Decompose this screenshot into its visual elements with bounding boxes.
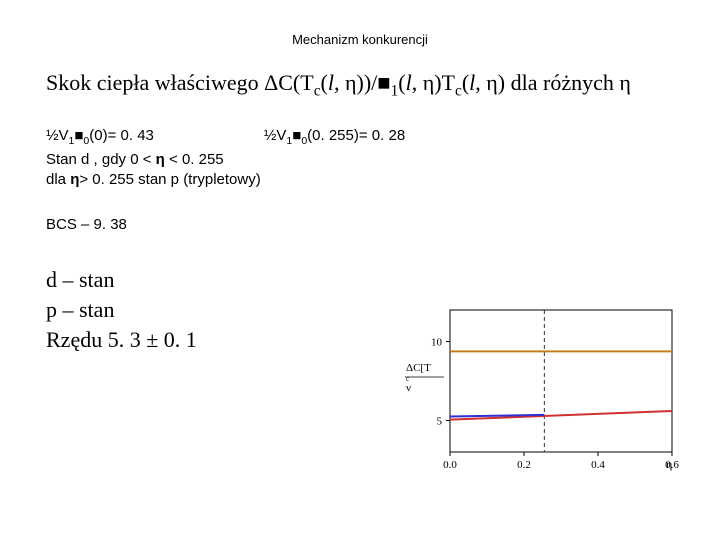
- slide-header: Mechanizm konkurencji: [0, 0, 720, 69]
- svg-text:0.2: 0.2: [517, 459, 531, 471]
- svg-text:10: 10: [431, 337, 443, 349]
- title-prefix: Skok ciepła właściwego: [46, 70, 264, 95]
- values-row: ½V1■0(0)= 0. 43 ½V1■0(0. 255)= 0. 28: [46, 127, 690, 147]
- svg-text:0.0: 0.0: [443, 459, 457, 471]
- d-stan: d – stan: [46, 265, 690, 295]
- title-eta: η: [619, 70, 631, 95]
- bcs-line: BCS – 9. 38: [46, 216, 690, 233]
- svg-text:0.4: 0.4: [591, 459, 605, 471]
- value-1: ½V1■0(0)= 0. 43: [46, 127, 154, 147]
- title-formula: ΔC(Tc(l, η))/■1(l, η)Tc(l, η): [264, 70, 505, 95]
- svg-text:η: η: [666, 457, 672, 471]
- state-d-line: Stan d , gdy 0 < η < 0. 255: [46, 150, 690, 170]
- svg-text:5: 5: [437, 415, 443, 427]
- chart: 5100.00.20.40.6ηΔC[Tcν: [402, 300, 682, 480]
- value-2: ½V1■0(0. 255)= 0. 28: [264, 127, 405, 147]
- title-line: Skok ciepła właściwego ΔC(Tc(l, η))/■1(l…: [46, 69, 690, 101]
- title-suffix: dla różnych: [505, 70, 619, 95]
- chart-svg: 5100.00.20.40.6ηΔC[Tcν: [402, 300, 682, 480]
- state-lines: Stan d , gdy 0 < η < 0. 255 dla η> 0. 25…: [46, 150, 690, 191]
- svg-text:ΔC[T: ΔC[T: [406, 362, 431, 374]
- state-p-line: dla η> 0. 255 stan p (trypletowy): [46, 170, 690, 190]
- svg-text:ν: ν: [406, 382, 411, 394]
